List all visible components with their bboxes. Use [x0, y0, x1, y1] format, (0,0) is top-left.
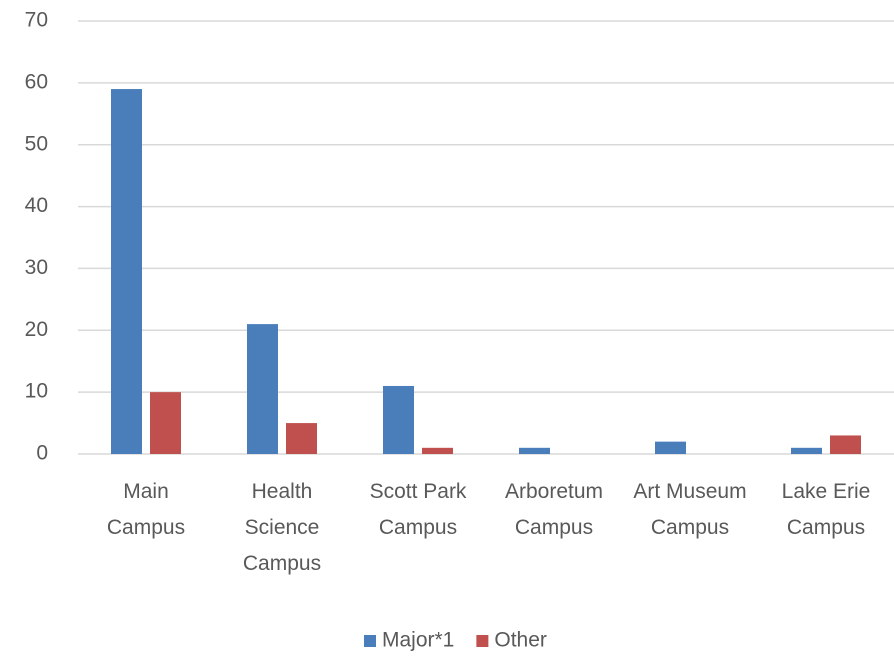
- bar: [422, 447, 453, 454]
- y-tick-label: 40: [25, 194, 48, 217]
- bar: [655, 441, 686, 454]
- x-tick-label: Lake Erie Campus: [781, 480, 871, 539]
- x-tick-label: Scott Park Campus: [369, 480, 467, 539]
- bar: [111, 89, 142, 455]
- bar: [791, 447, 822, 454]
- bar: [383, 385, 414, 454]
- y-tick-label: 70: [25, 9, 48, 32]
- bar: [286, 423, 317, 454]
- legend-swatch: [476, 635, 489, 647]
- bar: [519, 447, 550, 454]
- x-tick-label: Art Museum Campus: [633, 480, 747, 539]
- x-tick-label: Arboretum Campus: [504, 480, 604, 539]
- bar: [247, 324, 278, 454]
- y-tick-label: 50: [25, 132, 48, 155]
- bar: [830, 435, 861, 454]
- y-tick-label: 30: [25, 256, 48, 279]
- y-tick-label: 20: [25, 318, 48, 341]
- y-tick-label: 60: [25, 70, 48, 93]
- legend-label: Other: [494, 629, 547, 652]
- y-tick-label: 10: [25, 380, 48, 403]
- legend-label: Major*1: [382, 629, 454, 652]
- bar: [150, 392, 181, 454]
- legend-swatch: [364, 635, 376, 647]
- x-tick-label: Health Science Campus: [242, 480, 322, 575]
- x-tick-label: Main Campus: [106, 480, 186, 539]
- y-tick-label: 0: [36, 442, 48, 465]
